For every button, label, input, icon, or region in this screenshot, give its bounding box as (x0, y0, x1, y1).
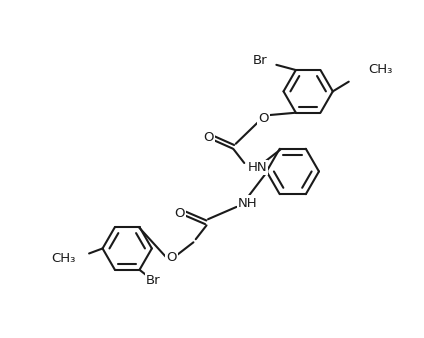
Text: O: O (167, 251, 177, 264)
Text: O: O (258, 112, 269, 125)
Text: O: O (174, 207, 185, 220)
Text: HN: HN (247, 161, 267, 174)
Text: Br: Br (146, 274, 161, 287)
Text: O: O (203, 131, 213, 144)
Text: Br: Br (253, 54, 268, 67)
Text: CH₃: CH₃ (51, 252, 75, 265)
Text: CH₃: CH₃ (368, 63, 393, 76)
Text: NH: NH (238, 196, 258, 210)
